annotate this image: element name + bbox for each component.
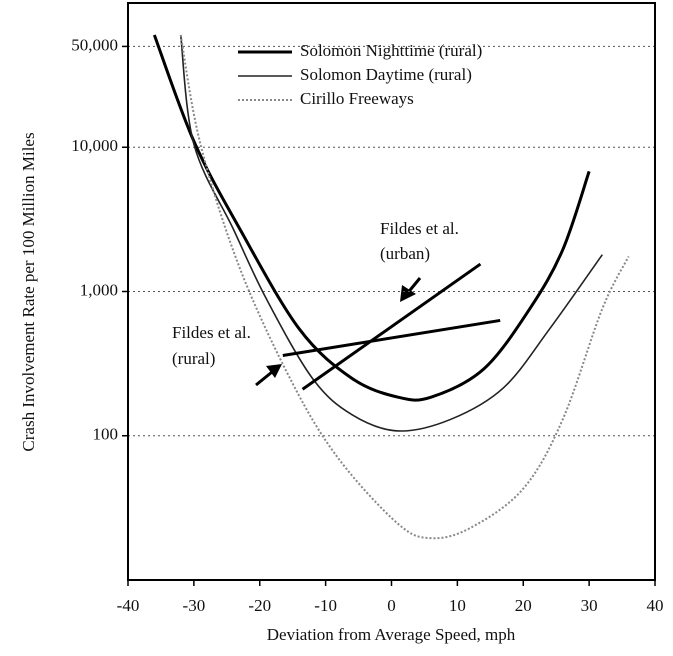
x-tick-label: 0 (387, 596, 396, 615)
arrow (255, 370, 273, 387)
annotation-line (282, 318, 501, 357)
plot-frame (127, 2, 656, 581)
series-line (179, 34, 630, 540)
y-tick-label: 10,000 (71, 136, 118, 155)
y-tick-label: 50,000 (71, 35, 118, 54)
annotation: (rural) (172, 349, 215, 368)
legend-label: Solomon Daytime (rural) (300, 65, 472, 84)
x-tick-label: 40 (647, 596, 664, 615)
series-line (179, 34, 603, 432)
x-axis-label: Deviation from Average Speed, mph (267, 625, 516, 644)
y-axis-label: Crash Involvement Rate per 100 Million M… (19, 132, 38, 451)
x-tick-label: -10 (314, 596, 337, 615)
y-tick-label: 1,000 (80, 280, 118, 299)
annotation-line (301, 262, 482, 391)
annotation: (urban) (380, 244, 430, 263)
x-tick-label: 10 (449, 596, 466, 615)
legend-label: Cirillo Freeways (300, 89, 414, 108)
x-tick-label: 20 (515, 596, 532, 615)
x-tick-label: -40 (117, 596, 140, 615)
x-tick-label: -20 (248, 596, 271, 615)
y-tick-label: 100 (93, 425, 119, 444)
x-tick-label: -30 (183, 596, 206, 615)
annotation: Fildes et al. (172, 323, 251, 342)
legend-label: Solomon Nighttime (rural) (300, 41, 482, 60)
series-line (152, 34, 591, 402)
arrow-head (400, 285, 416, 302)
arrow-head (266, 364, 282, 378)
annotation: Fildes et al. (380, 219, 459, 238)
x-tick-label: 30 (581, 596, 598, 615)
